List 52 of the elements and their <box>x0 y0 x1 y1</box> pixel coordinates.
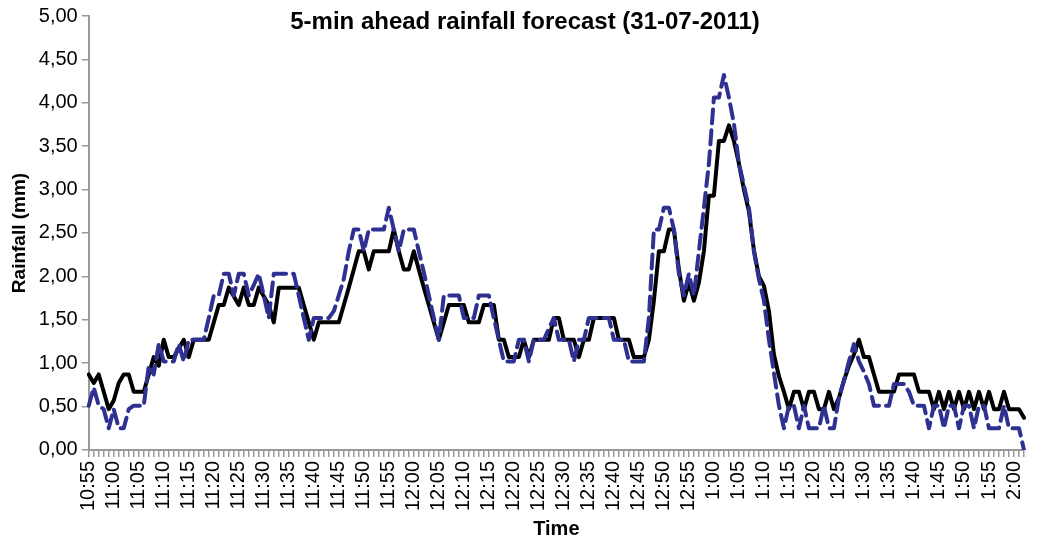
x-tick-label: 11:40 <box>301 460 324 510</box>
x-tick-label: 1:25 <box>826 460 849 500</box>
x-tick-label: 12:20 <box>501 460 524 512</box>
x-tick-label: 1:00 <box>701 460 724 500</box>
y-axis-title: Rainfall (mm) <box>7 172 29 294</box>
x-tick-label: 10:55 <box>76 460 99 512</box>
x-tick-label: 12:05 <box>426 460 449 512</box>
x-tick-label: 11:35 <box>276 460 299 510</box>
x-tick-label: 12:10 <box>451 460 474 512</box>
x-tick-label: 1:10 <box>751 460 774 500</box>
x-tick-label: 1:20 <box>801 460 824 500</box>
y-tick-label: 4,00 <box>38 90 78 113</box>
x-tick-label: 1:50 <box>951 460 974 500</box>
x-tick-label: 11:20 <box>201 460 224 510</box>
y-tick-label: 3,00 <box>38 177 78 200</box>
x-tick-label: 2:00 <box>1001 460 1024 500</box>
x-tick-label: 11:55 <box>376 460 399 510</box>
x-tick-label: 12:15 <box>476 460 499 512</box>
y-tick-label: 4,50 <box>38 46 78 69</box>
x-tick-label: 12:45 <box>626 460 649 512</box>
x-tick-label: 11:30 <box>251 460 274 510</box>
x-tick-label: 1:40 <box>901 460 924 500</box>
y-tick-label: 2,00 <box>38 263 78 286</box>
x-axis-title: Time <box>533 516 580 539</box>
y-tick-label: 0,50 <box>38 394 78 417</box>
y-tick-label: 0,00 <box>38 437 78 460</box>
chart-title: 5-min ahead rainfall forecast (31-07-2011) <box>290 6 760 34</box>
x-tick-label: 11:25 <box>226 460 249 510</box>
x-tick-label: 1:45 <box>926 460 949 500</box>
x-tick-label: 11:05 <box>126 460 149 510</box>
x-tick-label: 11:45 <box>326 460 349 510</box>
x-tick-label: 12:40 <box>601 460 624 512</box>
x-tick-label: 12:55 <box>676 460 699 512</box>
x-tick-label: 1:35 <box>876 460 899 500</box>
x-tick-label: 1:30 <box>851 460 874 500</box>
y-tick-label: 5,00 <box>38 3 78 26</box>
x-tick-label: 12:50 <box>651 460 674 512</box>
x-tick-label: 1:55 <box>976 460 999 500</box>
x-tick-label: 11:50 <box>351 460 374 510</box>
x-tick-label: 11:10 <box>151 460 174 510</box>
x-tick-label: 11:15 <box>176 460 199 510</box>
x-tick-label: 12:00 <box>401 460 424 512</box>
y-tick-label: 3,50 <box>38 133 78 156</box>
y-tick-label: 1,50 <box>38 307 78 330</box>
x-tick-label: 1:05 <box>726 460 749 500</box>
x-tick-label: 12:35 <box>576 460 599 512</box>
x-tick-label: 11:00 <box>101 460 124 510</box>
x-tick-label: 12:25 <box>526 460 549 512</box>
x-tick-label: 12:30 <box>551 460 574 512</box>
y-tick-label: 1,00 <box>38 350 78 373</box>
y-tick-label: 2,50 <box>38 220 78 243</box>
x-tick-label: 1:15 <box>776 460 799 500</box>
